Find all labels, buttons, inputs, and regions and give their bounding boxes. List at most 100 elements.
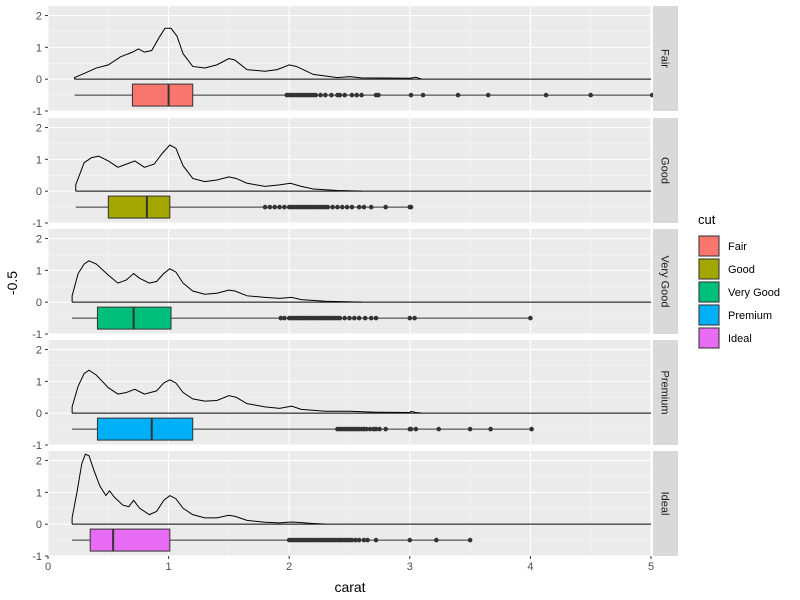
outlier-point bbox=[359, 92, 364, 98]
legend-title: cut bbox=[698, 212, 716, 227]
outlier-point bbox=[349, 537, 355, 543]
x-tick-label: 4 bbox=[527, 561, 533, 573]
outlier-point bbox=[373, 537, 379, 543]
facet-strip-label: Good bbox=[659, 157, 671, 184]
outlier-point bbox=[330, 204, 335, 210]
outlier-point bbox=[412, 315, 417, 321]
density-curve bbox=[71, 369, 422, 414]
outlier-point bbox=[377, 426, 382, 432]
y-tick-label: 2 bbox=[36, 11, 42, 23]
density-curve bbox=[75, 144, 362, 192]
outlier-point bbox=[373, 426, 379, 432]
y-axis-title: -0.5 bbox=[4, 271, 20, 295]
facet-strip bbox=[653, 118, 678, 223]
y-tick-label: 1 bbox=[36, 376, 42, 388]
outlier-point bbox=[342, 92, 347, 98]
legend-swatch-very-good bbox=[698, 281, 720, 303]
facet-strip bbox=[653, 451, 678, 556]
density-curve bbox=[74, 27, 423, 80]
legend-swatch-fair bbox=[698, 235, 720, 257]
outlier-point bbox=[354, 92, 360, 98]
outlier-point bbox=[344, 204, 350, 210]
outlier-point bbox=[339, 204, 345, 210]
legend: cut Fair Good Very Good Premium Ideal bbox=[698, 212, 780, 349]
outlier-point bbox=[337, 315, 343, 321]
legend-label-good: Good bbox=[728, 264, 755, 276]
y-tick-label: -1 bbox=[32, 551, 42, 563]
outlier-point bbox=[342, 315, 347, 321]
outlier-point bbox=[368, 204, 374, 210]
outlier-point bbox=[335, 204, 340, 210]
x-axis-title: carat bbox=[334, 579, 365, 595]
facet-strip-label: Very Good bbox=[659, 256, 671, 308]
outlier-point bbox=[267, 204, 273, 210]
outlier-point bbox=[349, 92, 355, 98]
legend-label-ideal: Ideal bbox=[728, 333, 752, 345]
legend-label-fair: Fair bbox=[728, 241, 747, 253]
outlier-point bbox=[262, 204, 268, 210]
outlier-point bbox=[282, 204, 287, 210]
box-iqr bbox=[89, 528, 171, 552]
y-tick-label: -1 bbox=[32, 329, 42, 341]
outlier-point bbox=[543, 92, 549, 98]
outlier-point bbox=[420, 92, 426, 98]
facet-panel-premium: -1 0 1 2 Premium bbox=[32, 340, 678, 452]
outlier-point bbox=[364, 426, 369, 432]
outlier-point bbox=[361, 204, 367, 210]
y-tick-label: 1 bbox=[36, 265, 42, 277]
outlier-point bbox=[488, 426, 493, 432]
y-tick-label: 1 bbox=[36, 154, 42, 166]
x-axis: 0 1 2 3 4 5 bbox=[45, 556, 654, 573]
legend-label-very-good: Very Good bbox=[728, 287, 780, 299]
outlier-point bbox=[408, 92, 414, 98]
y-tick-label: -1 bbox=[32, 106, 42, 118]
outlier-point bbox=[278, 315, 284, 321]
density-curve bbox=[71, 260, 362, 303]
facet-strip bbox=[653, 229, 678, 334]
outlier-point bbox=[407, 537, 413, 543]
outlier-point bbox=[367, 426, 373, 432]
outlier-point bbox=[353, 537, 358, 543]
y-tick-label: 2 bbox=[36, 456, 42, 468]
outlier-point bbox=[408, 204, 414, 210]
facet-strip bbox=[653, 6, 678, 111]
box-iqr bbox=[96, 417, 194, 441]
outlier-point bbox=[455, 92, 461, 98]
outlier-point bbox=[329, 92, 334, 98]
outlier-point bbox=[272, 204, 278, 210]
facet-strip-label: Ideal bbox=[659, 492, 671, 516]
density-curve bbox=[71, 453, 326, 525]
outlier-point bbox=[352, 315, 357, 321]
outlier-point bbox=[323, 92, 328, 98]
x-tick-label: 5 bbox=[648, 561, 654, 573]
outlier-point bbox=[485, 92, 491, 98]
facet-panel-fair: -1 0 1 2 Fair bbox=[32, 6, 678, 118]
y-tick-label: 0 bbox=[36, 297, 42, 309]
outlier-point bbox=[376, 92, 381, 98]
box-iqr bbox=[131, 83, 194, 107]
outlier-point bbox=[383, 426, 388, 432]
outlier-point bbox=[467, 426, 473, 432]
outlier-point bbox=[436, 426, 442, 432]
x-tick-label: 2 bbox=[286, 561, 292, 573]
facet-panel-very-good: -1 0 1 2 Very Good bbox=[32, 229, 678, 341]
facet-strip-label: Premium bbox=[659, 370, 671, 414]
legend-swatch-ideal bbox=[698, 327, 720, 349]
outlier-point bbox=[413, 426, 419, 432]
outlier-point bbox=[356, 537, 362, 543]
outlier-point bbox=[361, 537, 367, 543]
outlier-point bbox=[408, 426, 414, 432]
y-tick-label: 2 bbox=[36, 345, 42, 357]
y-tick-label: 2 bbox=[36, 123, 42, 135]
outlier-point bbox=[356, 315, 362, 321]
facet-panel-good: -1 0 1 2 Good bbox=[32, 118, 678, 230]
y-tick-label: -1 bbox=[32, 218, 42, 230]
outlier-point bbox=[277, 204, 282, 210]
y-tick-label: -1 bbox=[32, 440, 42, 452]
outlier-point bbox=[349, 204, 355, 210]
y-tick-label: 1 bbox=[36, 42, 42, 54]
y-tick-label: 0 bbox=[36, 74, 42, 86]
y-tick-label: 0 bbox=[36, 186, 42, 198]
y-tick-label: 0 bbox=[36, 519, 42, 531]
y-tick-label: 0 bbox=[36, 408, 42, 420]
